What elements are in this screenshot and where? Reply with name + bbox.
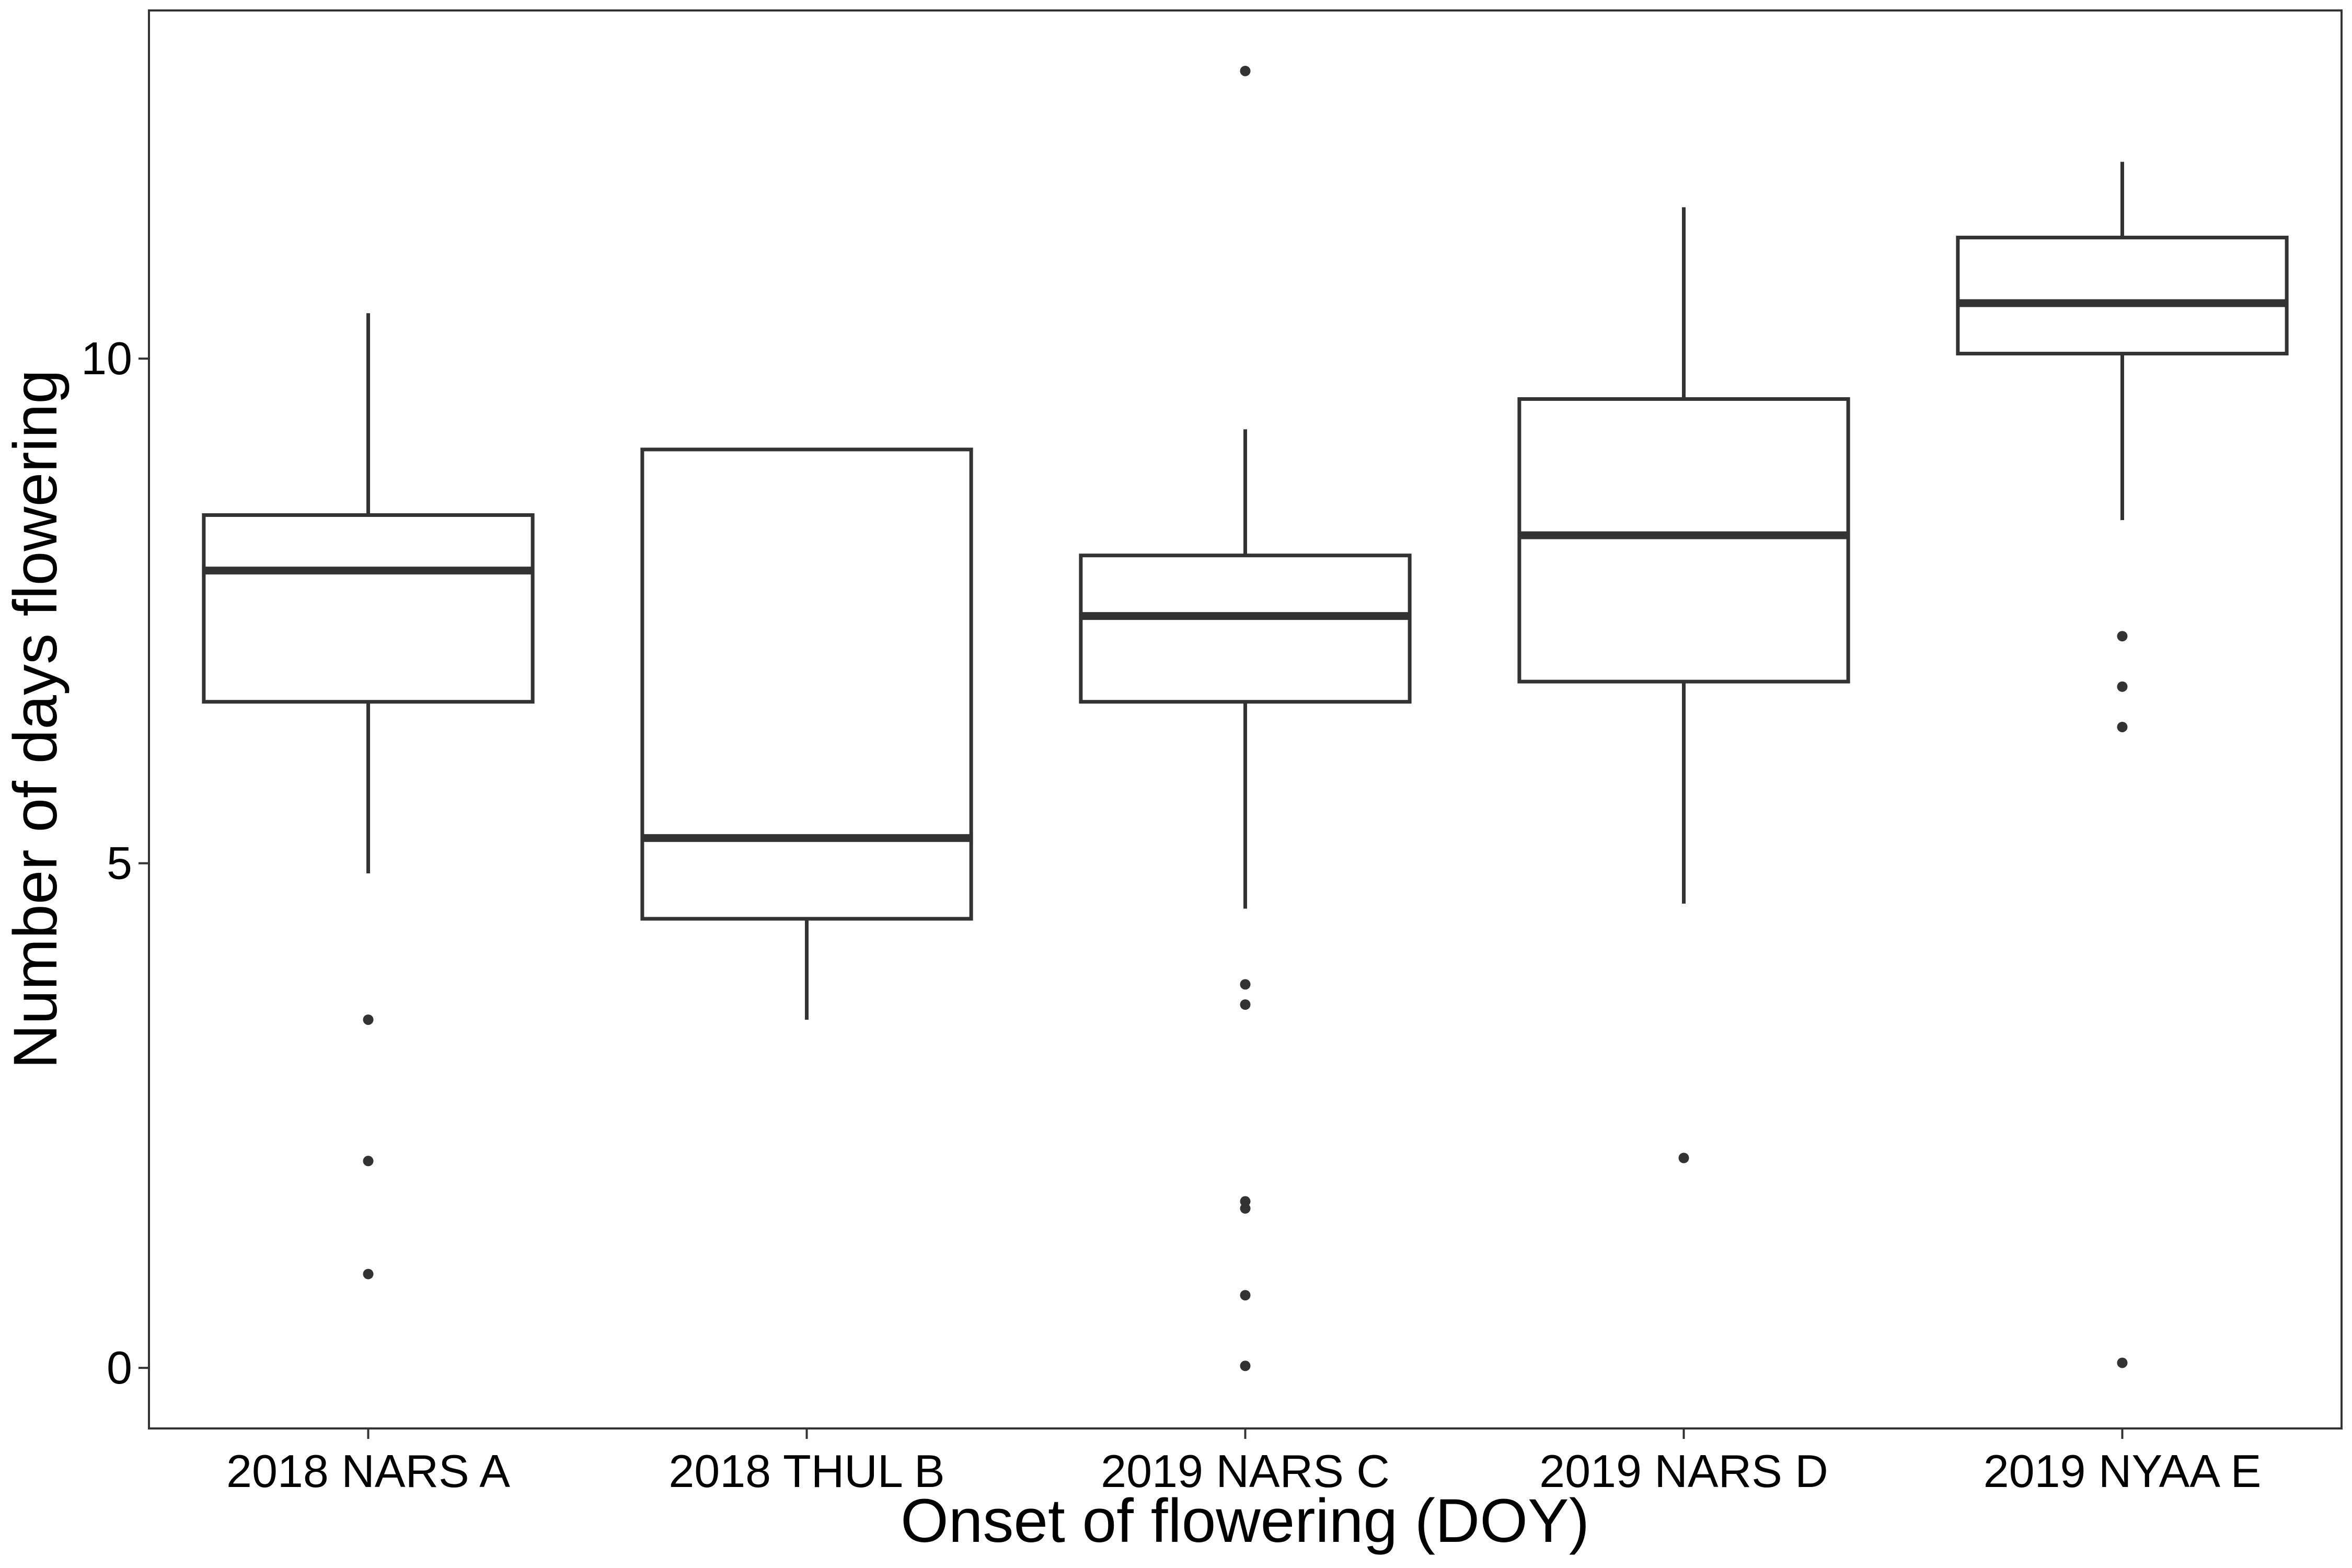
iqr-box: [640, 447, 973, 921]
iqr-box: [202, 513, 535, 704]
y-tick-label: 5: [107, 837, 132, 889]
box-group: [1956, 162, 2289, 1368]
boxes-layer: [202, 65, 2289, 1371]
outlier-point: [1240, 999, 1251, 1010]
outlier-point: [2117, 721, 2128, 732]
x-axis: 2018 NARS A 2018 THUL B 2019 NARS C 2019 NA…: [226, 1428, 2261, 1497]
outlier-point: [363, 1014, 374, 1025]
iqr-box: [1517, 397, 1850, 684]
x-tick-label: 2019 NARS C: [1101, 1445, 1390, 1497]
x-tick-label: 2018 THUL B: [668, 1445, 944, 1497]
iqr-box: [1956, 235, 2289, 356]
y-tick-label: 0: [107, 1342, 132, 1393]
outlier-point: [1240, 1361, 1251, 1371]
outlier-point: [1240, 1203, 1251, 1214]
box-group: [202, 313, 535, 1279]
outlier-point: [1240, 979, 1251, 990]
outlier-point: [363, 1269, 374, 1279]
x-tick-label: 2019 NYAA E: [1984, 1445, 2262, 1497]
box-group: [1079, 65, 1412, 1371]
outlier-point: [1240, 1290, 1251, 1301]
x-axis-title: Onset of flowering (DOY): [901, 1486, 1589, 1555]
box-group: [640, 447, 973, 1020]
box-group: [1517, 207, 1850, 1163]
y-axis-title: Number of days flowering: [1, 370, 70, 1069]
outlier-point: [363, 1156, 374, 1167]
y-axis: 0 5 10: [81, 332, 149, 1393]
outlier-point: [2117, 631, 2128, 642]
outlier-point: [2117, 681, 2128, 692]
outlier-point: [2117, 1357, 2128, 1368]
outlier-point: [1240, 65, 1251, 76]
x-tick-label: 2018 NARS A: [226, 1445, 510, 1497]
x-tick-label: 2019 NARS D: [1539, 1445, 1828, 1497]
outlier-point: [1678, 1152, 1689, 1163]
y-tick-label: 10: [81, 332, 132, 384]
iqr-box: [1079, 554, 1412, 704]
